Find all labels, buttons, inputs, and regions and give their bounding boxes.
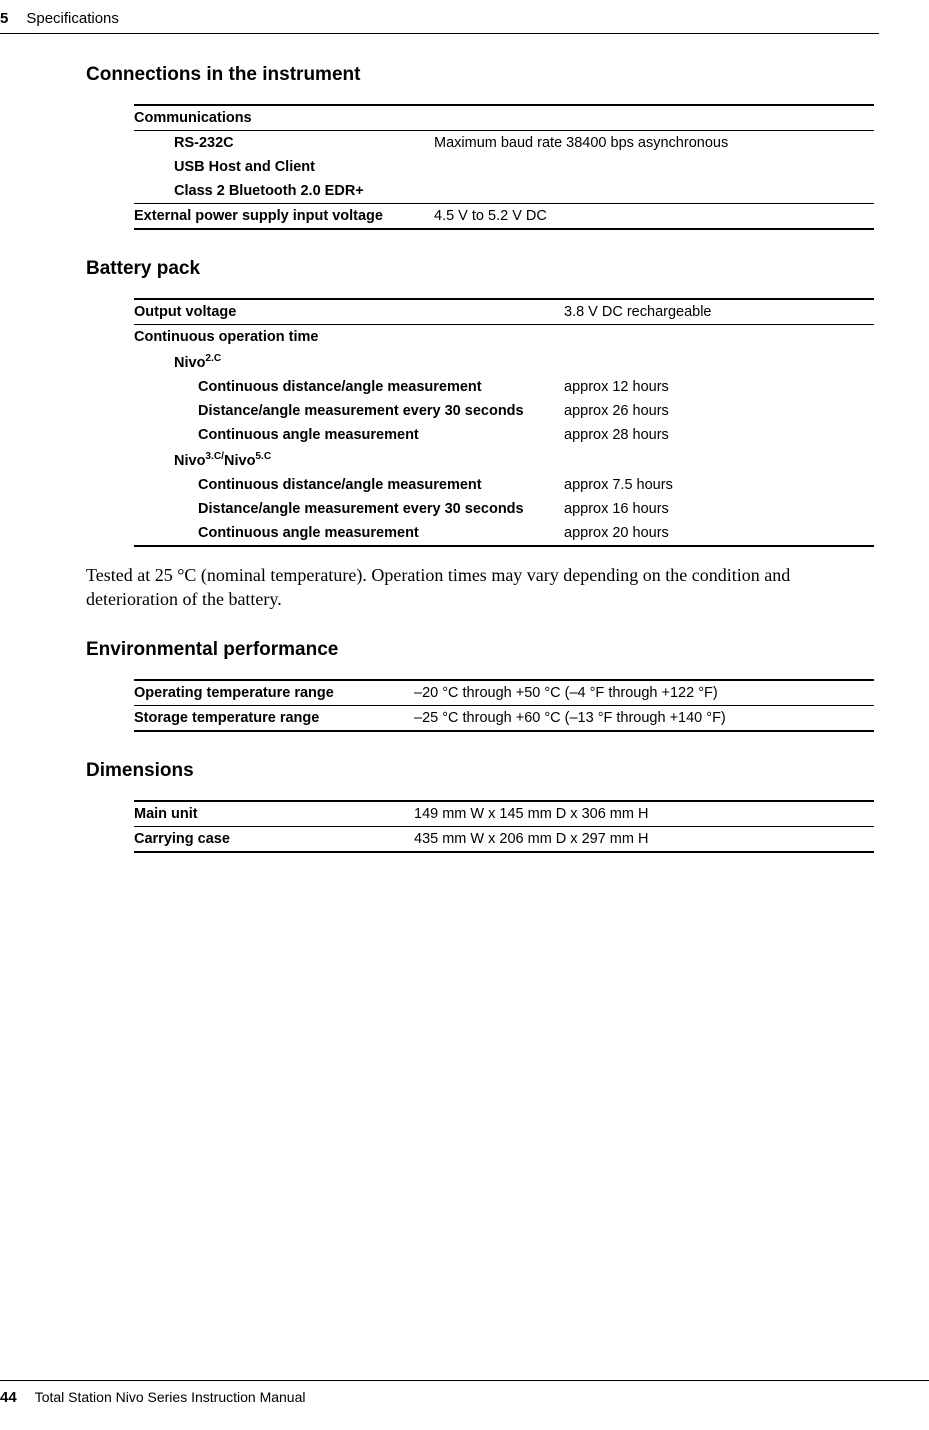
row-nivo35c-dist-angle-30s-value: approx 16 hours	[564, 497, 874, 521]
env-table: Operating temperature range –20 °C throu…	[134, 679, 874, 732]
row-usb: USB Host and Client	[134, 155, 874, 179]
row-op-temp-label: Operating temperature range	[134, 680, 414, 706]
row-nivo35c-cont-angle-value: approx 20 hours	[564, 521, 874, 546]
row-case-label: Carrying case	[134, 827, 414, 853]
row-output-voltage-value: 3.8 V DC rechargeable	[564, 299, 874, 325]
row-nivo35c-cont-dist-angle-label: Continuous distance/angle measurement	[134, 473, 564, 497]
row-nivo2c-cont-angle-label: Continuous angle measurement	[134, 423, 564, 447]
row-nivo35c-cont-angle-label: Continuous angle measurement	[134, 521, 564, 546]
row-case-value: 435 mm W x 206 mm D x 297 mm H	[414, 827, 874, 853]
row-rs232c-value: Maximum baud rate 38400 bps asynchronous	[434, 131, 874, 156]
row-communications: Communications	[134, 105, 874, 131]
row-nivo2c-dist-angle-30s-value: approx 26 hours	[564, 399, 874, 423]
row-rs232c-label: RS-232C	[134, 131, 434, 156]
battery-table: Output voltage 3.8 V DC rechargeable Con…	[134, 298, 874, 547]
row-nivo35c-dist-angle-30s-label: Distance/angle measurement every 30 seco…	[134, 497, 564, 521]
row-ext-power-label: External power supply input voltage	[134, 204, 434, 230]
page-footer: 44 Total Station Nivo Series Instruction…	[0, 1380, 929, 1406]
row-output-voltage-label: Output voltage	[134, 299, 564, 325]
row-nivo35c-cont-dist-angle-value: approx 7.5 hours	[564, 473, 874, 497]
row-nivo2c-cont-dist-angle-label: Continuous distance/angle measurement	[134, 375, 564, 399]
chapter-number: 5	[0, 10, 8, 27]
page-number: 44	[0, 1389, 17, 1406]
header-rule	[0, 33, 879, 34]
row-nivo35c: Nivo3.C/Nivo5.C	[134, 447, 874, 473]
section-battery-title: Battery pack	[86, 258, 879, 280]
row-nivo2c-cont-dist-angle-value: approx 12 hours	[564, 375, 874, 399]
row-nivo2c-cont-angle-value: approx 28 hours	[564, 423, 874, 447]
row-cont-op-time: Continuous operation time	[134, 325, 874, 350]
section-connections-title: Connections in the instrument	[86, 64, 879, 86]
chapter-title: Specifications	[26, 10, 119, 27]
row-main-unit-label: Main unit	[134, 801, 414, 827]
manual-title: Total Station Nivo Series Instruction Ma…	[35, 1389, 306, 1405]
row-storage-temp-value: –25 °C through +60 °C (–13 °F through +1…	[414, 706, 874, 732]
battery-note: Tested at 25 °C (nominal temperature). O…	[86, 563, 879, 612]
connections-table: Communications RS-232C Maximum baud rate…	[134, 104, 874, 230]
row-ext-power-value: 4.5 V to 5.2 V DC	[434, 204, 874, 230]
row-op-temp-value: –20 °C through +50 °C (–4 °F through +12…	[414, 680, 874, 706]
section-dim-title: Dimensions	[86, 760, 879, 782]
row-main-unit-value: 149 mm W x 145 mm D x 306 mm H	[414, 801, 874, 827]
row-bluetooth: Class 2 Bluetooth 2.0 EDR+	[134, 179, 874, 204]
section-env-title: Environmental performance	[86, 639, 879, 661]
row-nivo2c-dist-angle-30s-label: Distance/angle measurement every 30 seco…	[134, 399, 564, 423]
dim-table: Main unit 149 mm W x 145 mm D x 306 mm H…	[134, 800, 874, 853]
row-nivo2c: Nivo2.C	[134, 349, 874, 375]
row-storage-temp-label: Storage temperature range	[134, 706, 414, 732]
